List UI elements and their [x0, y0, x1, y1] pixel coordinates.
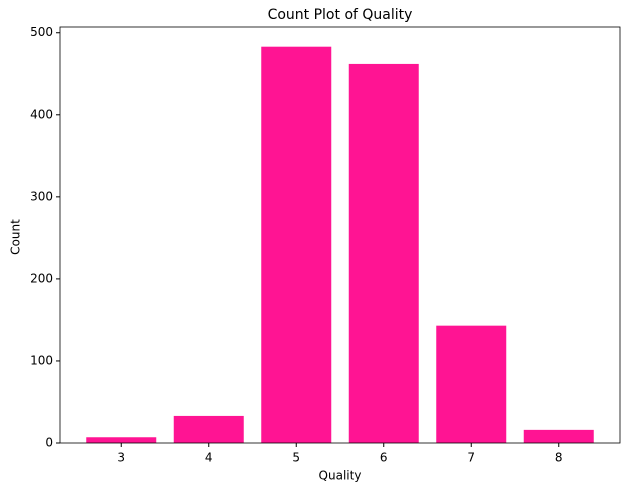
y-tick-label: 200	[30, 271, 53, 285]
x-tick-label: 4	[205, 451, 213, 465]
y-axis-label: Count	[9, 219, 23, 255]
y-tick-label: 300	[30, 189, 53, 203]
x-axis-label: Quality	[319, 469, 362, 483]
bar	[173, 415, 244, 443]
bar	[86, 437, 157, 443]
plot-frame	[59, 26, 621, 444]
x-tick-label: 8	[555, 451, 563, 465]
x-tick-label: 3	[117, 451, 125, 465]
y-tick-label: 0	[45, 436, 53, 450]
y-tick-label: 400	[30, 107, 53, 121]
bar	[348, 63, 419, 444]
x-tick-label: 7	[467, 451, 475, 465]
bar	[436, 325, 507, 443]
bar	[523, 429, 594, 443]
x-tick-label: 5	[292, 451, 300, 465]
x-tick-label: 6	[380, 451, 388, 465]
chart-title: Count Plot of Quality	[268, 7, 413, 23]
y-tick-label: 500	[30, 25, 53, 39]
y-tick-label: 100	[30, 353, 53, 367]
bar	[261, 46, 332, 443]
